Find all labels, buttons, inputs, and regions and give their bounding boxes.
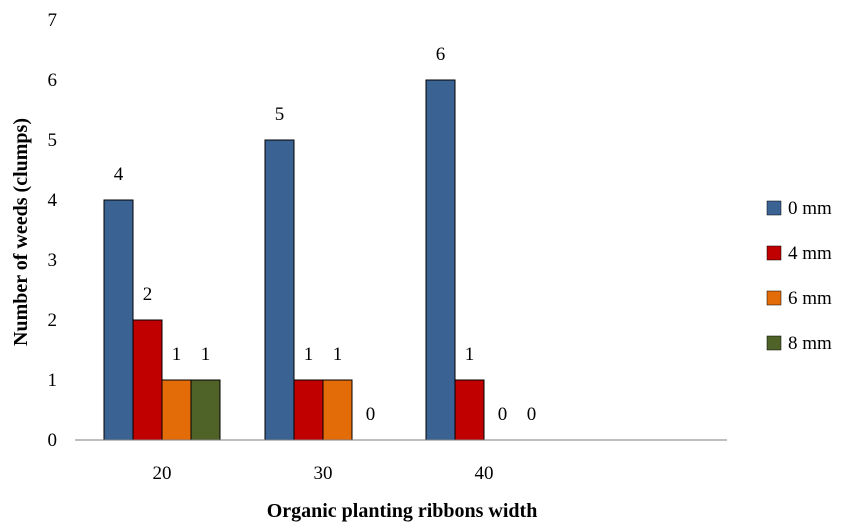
bar <box>264 139 295 441</box>
bars <box>103 79 485 441</box>
bar <box>293 379 324 441</box>
bar <box>161 379 192 441</box>
y-tick-label: 0 <box>48 430 58 451</box>
data-label: 0 <box>527 404 537 425</box>
bar <box>425 79 456 441</box>
data-label: 1 <box>333 344 343 365</box>
legend-swatch <box>766 335 782 351</box>
data-label: 4 <box>114 164 124 185</box>
x-tick-label: 40 <box>475 463 494 484</box>
legend-label: 8 mm <box>788 333 832 354</box>
bar <box>454 379 485 441</box>
y-tick-label: 5 <box>48 130 58 151</box>
data-label: 1 <box>201 344 211 365</box>
legend-label: 0 mm <box>788 198 832 219</box>
legend-label: 4 mm <box>788 243 832 264</box>
bar <box>132 319 163 441</box>
y-tick-label: 3 <box>48 250 58 271</box>
y-axis-title: Number of weeds (clumps) <box>10 118 32 346</box>
y-tick-label: 4 <box>48 190 58 211</box>
y-tick-label: 6 <box>48 70 58 91</box>
data-label: 6 <box>436 44 446 65</box>
y-tick-label: 7 <box>48 10 58 31</box>
y-tick-label: 1 <box>48 370 58 391</box>
data-label: 0 <box>498 404 508 425</box>
data-label: 1 <box>304 344 314 365</box>
legend: 0 mm 4 mm 6 mm 8 mm <box>766 198 832 354</box>
legend-swatch <box>766 245 782 261</box>
y-tick-label: 2 <box>48 310 58 331</box>
data-label: 1 <box>172 344 182 365</box>
bar <box>190 379 221 441</box>
legend-label: 6 mm <box>788 288 832 309</box>
x-axis-title: Organic planting ribbons width <box>267 500 538 522</box>
bar <box>103 199 134 441</box>
x-tick-label: 20 <box>153 463 172 484</box>
legend-swatch <box>766 200 782 216</box>
data-label: 2 <box>143 284 153 305</box>
legend-swatch <box>766 290 782 306</box>
data-label: 5 <box>275 104 285 125</box>
data-label: 0 <box>366 404 376 425</box>
x-tick-label: 30 <box>314 463 333 484</box>
x-axis-ticks: 20 30 40 <box>153 463 494 484</box>
data-label: 1 <box>465 344 475 365</box>
bar <box>322 379 353 441</box>
y-axis-ticks: 0 1 2 3 4 5 6 7 <box>48 10 58 451</box>
